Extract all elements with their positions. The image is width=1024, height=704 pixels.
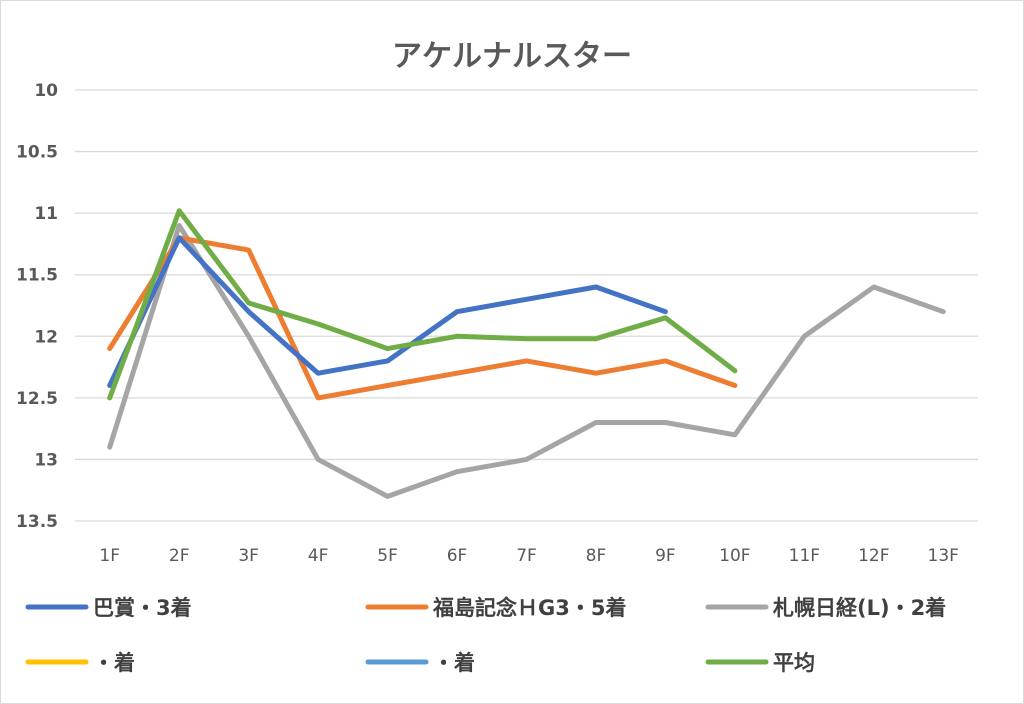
x-tick-label: 9F — [655, 546, 676, 566]
series-line-5 — [107, 208, 738, 401]
x-tick-label: 13F — [928, 546, 959, 566]
y-tick-label: 13.5 — [16, 512, 58, 532]
x-tick-label: 6F — [447, 546, 468, 566]
x-tick-label: 4F — [308, 546, 329, 566]
legend-label: 巴賞・3着 — [93, 596, 192, 620]
legend-label: 札幌日経(L)・2着 — [772, 596, 946, 620]
y-tick-label: 12 — [34, 327, 58, 347]
x-tick-label: 3F — [238, 546, 259, 566]
y-tick-label: 11 — [34, 204, 58, 224]
series-line-2 — [107, 223, 946, 499]
y-tick-label: 10 — [34, 81, 58, 101]
series-lines — [107, 208, 946, 499]
x-tick-label: 11F — [789, 546, 820, 566]
x-tick-label: 2F — [169, 546, 190, 566]
x-axis-ticks: 1F 2F 3F 4F 5F 6F 7F 8F 9F 10F 11F 12F 13F — [99, 546, 959, 566]
series-line-0 — [107, 235, 668, 388]
y-tick-label: 12.5 — [16, 389, 58, 409]
x-tick-label: 10F — [719, 546, 750, 566]
legend-label: ・着 — [433, 651, 475, 675]
legend-label: ・着 — [93, 651, 135, 675]
y-axis-ticks: 10 10.5 11 11.5 12 12.5 13 13.5 — [16, 81, 58, 532]
legend-label: 平均 — [773, 651, 815, 675]
y-tick-label: 13 — [34, 450, 58, 470]
x-tick-label: 7F — [516, 546, 537, 566]
x-tick-label: 12F — [858, 546, 889, 566]
y-tick-label: 11.5 — [16, 266, 58, 286]
x-tick-label: 8F — [586, 546, 607, 566]
x-tick-label: 5F — [377, 546, 398, 566]
chart-title: アケルナルスター — [392, 39, 632, 74]
x-tick-label: 1F — [99, 546, 120, 566]
y-tick-label: 10.5 — [16, 143, 58, 163]
series-line-1 — [107, 235, 738, 401]
legend: 巴賞・3着 福島記念ＨG3・5着 札幌日経(L)・2着・着 ・着 平均 — [25, 596, 946, 675]
gridlines — [75, 89, 978, 522]
legend-label: 福島記念ＨG3・5着 — [432, 596, 626, 620]
